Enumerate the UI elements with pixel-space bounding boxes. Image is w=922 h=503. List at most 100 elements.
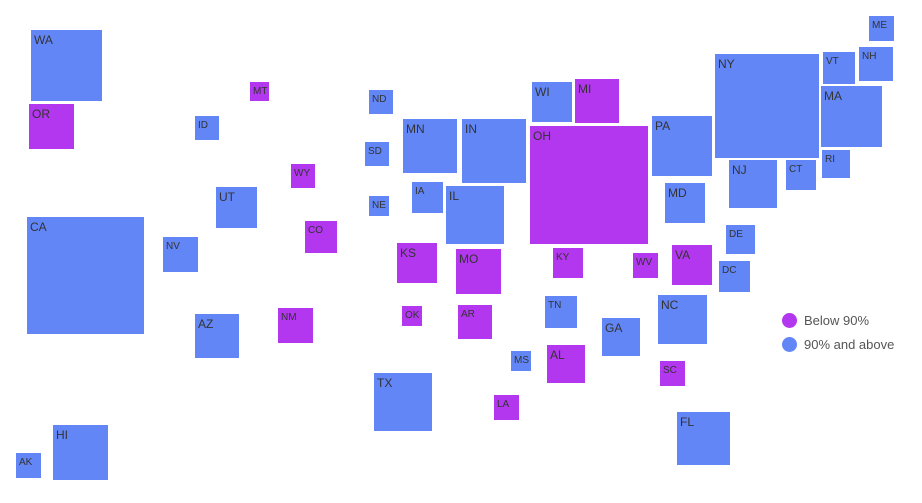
state-label-nv: NV <box>166 241 180 252</box>
state-label-in: IN <box>465 122 477 136</box>
state-label-me: ME <box>872 20 887 31</box>
state-square-wi[interactable] <box>532 82 572 122</box>
state-label-de: DE <box>729 229 743 240</box>
state-label-ne: NE <box>372 200 386 211</box>
state-label-wi: WI <box>535 85 550 99</box>
state-label-ak: AK <box>19 457 33 468</box>
state-square-ks[interactable] <box>397 243 437 283</box>
state-square-nc[interactable] <box>658 295 707 344</box>
state-label-mi: MI <box>578 82 591 96</box>
state-square-ut[interactable] <box>216 187 257 228</box>
legend-item-above[interactable]: 90% and above <box>782 332 894 356</box>
state-label-md: MD <box>668 186 687 200</box>
state-square-me[interactable] <box>869 16 894 41</box>
state-label-nh: NH <box>862 51 876 62</box>
state-label-ar: AR <box>461 309 475 320</box>
state-label-ok: OK <box>405 310 420 321</box>
state-label-hi: HI <box>56 428 68 442</box>
state-square-tn[interactable] <box>545 296 577 328</box>
state-label-sc: SC <box>663 365 677 376</box>
state-square-ri[interactable] <box>822 150 850 178</box>
state-square-ia[interactable] <box>412 182 443 213</box>
state-square-va[interactable] <box>672 245 712 285</box>
state-label-ri: RI <box>825 154 835 165</box>
state-square-al[interactable] <box>547 345 585 383</box>
state-label-ca: CA <box>30 220 47 234</box>
state-square-ct[interactable] <box>786 160 816 190</box>
state-label-ma: MA <box>824 89 842 103</box>
state-square-ny[interactable] <box>715 54 819 158</box>
state-label-ny: NY <box>718 57 735 71</box>
state-square-pa[interactable] <box>652 116 712 176</box>
state-label-la: LA <box>497 399 510 410</box>
state-square-fl[interactable] <box>677 412 730 465</box>
state-square-mt[interactable] <box>250 82 269 101</box>
state-label-mn: MN <box>406 122 425 136</box>
state-label-vt: VT <box>826 56 839 67</box>
state-square-wy[interactable] <box>291 164 315 188</box>
state-label-az: AZ <box>198 317 213 331</box>
legend-item-below[interactable]: Below 90% <box>782 308 894 332</box>
state-label-pa: PA <box>655 119 670 133</box>
state-square-nm[interactable] <box>278 308 313 343</box>
state-label-il: IL <box>449 189 459 203</box>
state-square-sc[interactable] <box>660 361 685 386</box>
state-square-dc[interactable] <box>719 261 750 292</box>
state-label-va: VA <box>675 248 690 262</box>
state-label-wa: WA <box>34 33 53 47</box>
state-label-nc: NC <box>661 298 679 312</box>
state-label-nj: NJ <box>732 163 747 177</box>
state-label-mo: MO <box>459 252 478 266</box>
state-square-mo[interactable] <box>456 249 501 294</box>
legend-swatch-above <box>782 336 797 352</box>
state-label-ia: IA <box>415 186 425 197</box>
state-square-nd[interactable] <box>369 90 393 114</box>
state-square-az[interactable] <box>195 314 239 358</box>
legend: Below 90% 90% and above <box>782 308 894 356</box>
state-square-ga[interactable] <box>602 318 640 356</box>
state-square-mi[interactable] <box>575 79 619 123</box>
state-square-nj[interactable] <box>729 160 777 208</box>
state-square-or[interactable] <box>29 104 74 149</box>
state-square-co[interactable] <box>305 221 337 253</box>
state-square-oh[interactable] <box>530 126 648 244</box>
state-label-tx: TX <box>377 376 392 390</box>
state-square-id[interactable] <box>195 116 219 140</box>
state-square-wv[interactable] <box>633 253 658 278</box>
state-label-wy: WY <box>294 168 310 179</box>
state-square-ms[interactable] <box>511 351 531 371</box>
state-label-ct: CT <box>789 164 802 175</box>
state-square-ca[interactable] <box>27 217 144 334</box>
state-square-la[interactable] <box>494 395 519 420</box>
state-square-ok[interactable] <box>402 306 422 326</box>
state-label-ut: UT <box>219 190 236 204</box>
state-square-de[interactable] <box>726 225 755 254</box>
state-label-dc: DC <box>722 265 736 276</box>
state-square-tx[interactable] <box>374 373 432 431</box>
state-square-hi[interactable] <box>53 425 108 480</box>
state-square-md[interactable] <box>665 183 705 223</box>
state-square-ne[interactable] <box>369 196 389 216</box>
state-square-nh[interactable] <box>859 47 893 81</box>
state-square-ar[interactable] <box>458 305 492 339</box>
state-square-in[interactable] <box>462 119 526 183</box>
state-square-ak[interactable] <box>16 453 41 478</box>
state-label-fl: FL <box>680 415 694 429</box>
state-square-nv[interactable] <box>163 237 198 272</box>
state-label-co: CO <box>308 225 323 236</box>
state-label-wv: WV <box>636 257 652 268</box>
state-square-il[interactable] <box>446 186 504 244</box>
state-square-ma[interactable] <box>821 86 882 147</box>
state-label-or: OR <box>32 107 50 121</box>
state-square-wa[interactable] <box>31 30 102 101</box>
state-label-sd: SD <box>368 146 382 157</box>
state-square-vt[interactable] <box>823 52 855 84</box>
state-square-mn[interactable] <box>403 119 457 173</box>
state-label-oh: OH <box>533 129 551 143</box>
state-label-ky: KY <box>556 252 570 263</box>
legend-label-below: Below 90% <box>804 312 870 328</box>
state-square-ky[interactable] <box>553 248 583 278</box>
state-square-sd[interactable] <box>365 142 389 166</box>
legend-swatch-below <box>782 312 797 328</box>
